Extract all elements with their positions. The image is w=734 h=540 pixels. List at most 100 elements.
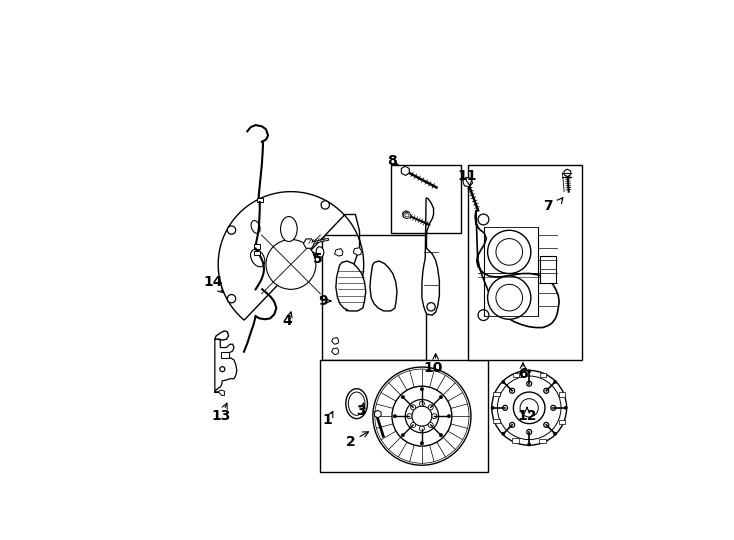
- Circle shape: [401, 395, 404, 399]
- Bar: [493, 419, 500, 423]
- Text: 10: 10: [424, 361, 443, 375]
- Circle shape: [432, 414, 437, 418]
- Ellipse shape: [316, 247, 324, 257]
- Circle shape: [405, 400, 438, 433]
- Bar: [559, 420, 565, 424]
- Text: 6: 6: [518, 367, 528, 381]
- Circle shape: [228, 226, 236, 234]
- Circle shape: [528, 443, 531, 446]
- Circle shape: [496, 239, 523, 265]
- Circle shape: [496, 285, 523, 311]
- Polygon shape: [475, 210, 559, 328]
- Circle shape: [520, 399, 538, 417]
- Text: 13: 13: [211, 409, 230, 423]
- Circle shape: [440, 395, 443, 399]
- Bar: [390, 165, 462, 233]
- Circle shape: [412, 406, 432, 426]
- Circle shape: [550, 406, 556, 410]
- Circle shape: [428, 422, 433, 428]
- Bar: [539, 438, 546, 443]
- Ellipse shape: [250, 249, 265, 267]
- Circle shape: [491, 406, 494, 409]
- Circle shape: [421, 388, 424, 391]
- Text: 5: 5: [313, 252, 323, 266]
- Circle shape: [509, 388, 515, 393]
- Circle shape: [528, 369, 531, 373]
- Text: 3: 3: [356, 404, 366, 418]
- Circle shape: [407, 414, 412, 418]
- Circle shape: [487, 230, 531, 274]
- Polygon shape: [275, 248, 307, 280]
- Text: 9: 9: [319, 294, 328, 308]
- Circle shape: [498, 376, 561, 440]
- Circle shape: [321, 201, 330, 209]
- Text: 1: 1: [323, 413, 333, 427]
- Circle shape: [492, 370, 567, 446]
- Polygon shape: [336, 261, 366, 311]
- Circle shape: [447, 415, 451, 418]
- Text: 14: 14: [203, 275, 222, 289]
- Circle shape: [373, 367, 471, 465]
- Bar: [320, 360, 488, 472]
- Circle shape: [266, 239, 316, 289]
- Circle shape: [220, 367, 225, 372]
- Polygon shape: [353, 248, 362, 255]
- Bar: [322, 235, 426, 360]
- Bar: [539, 373, 546, 377]
- Circle shape: [501, 432, 505, 435]
- Text: 11: 11: [458, 169, 477, 183]
- Circle shape: [419, 401, 424, 406]
- Circle shape: [564, 406, 567, 409]
- Ellipse shape: [349, 392, 365, 415]
- Circle shape: [553, 432, 556, 435]
- Text: 12: 12: [517, 409, 537, 423]
- Circle shape: [393, 415, 396, 418]
- Polygon shape: [422, 198, 440, 315]
- Circle shape: [419, 426, 424, 431]
- Circle shape: [410, 422, 415, 428]
- Circle shape: [487, 276, 531, 319]
- Polygon shape: [218, 192, 363, 320]
- Circle shape: [421, 442, 424, 445]
- Text: 8: 8: [387, 154, 396, 168]
- Polygon shape: [370, 261, 397, 311]
- Polygon shape: [335, 248, 343, 256]
- Ellipse shape: [405, 214, 409, 217]
- Bar: [254, 252, 260, 255]
- Bar: [559, 393, 565, 396]
- Circle shape: [544, 422, 549, 427]
- Polygon shape: [332, 338, 339, 344]
- Circle shape: [427, 302, 435, 311]
- Text: 4: 4: [283, 314, 292, 328]
- Polygon shape: [332, 348, 339, 355]
- Ellipse shape: [403, 212, 411, 219]
- Circle shape: [503, 406, 508, 410]
- Circle shape: [527, 381, 531, 386]
- Circle shape: [509, 422, 515, 427]
- Circle shape: [527, 429, 531, 435]
- Circle shape: [478, 214, 489, 225]
- Circle shape: [401, 434, 404, 437]
- Ellipse shape: [346, 389, 368, 419]
- Ellipse shape: [251, 220, 260, 233]
- Bar: [468, 165, 582, 360]
- Circle shape: [228, 294, 236, 303]
- Bar: [222, 352, 229, 358]
- Bar: [493, 392, 500, 396]
- Polygon shape: [215, 339, 237, 393]
- Bar: [254, 245, 260, 248]
- Circle shape: [501, 380, 505, 383]
- Bar: [512, 438, 519, 443]
- Text: 2: 2: [346, 435, 356, 449]
- Circle shape: [428, 405, 433, 410]
- Circle shape: [553, 380, 556, 383]
- Circle shape: [544, 388, 549, 393]
- Text: 7: 7: [542, 199, 552, 213]
- Bar: [540, 256, 556, 283]
- Circle shape: [478, 310, 489, 321]
- Bar: [512, 373, 519, 377]
- Bar: [257, 198, 263, 202]
- Circle shape: [440, 434, 443, 437]
- Ellipse shape: [280, 217, 297, 241]
- Circle shape: [410, 405, 415, 410]
